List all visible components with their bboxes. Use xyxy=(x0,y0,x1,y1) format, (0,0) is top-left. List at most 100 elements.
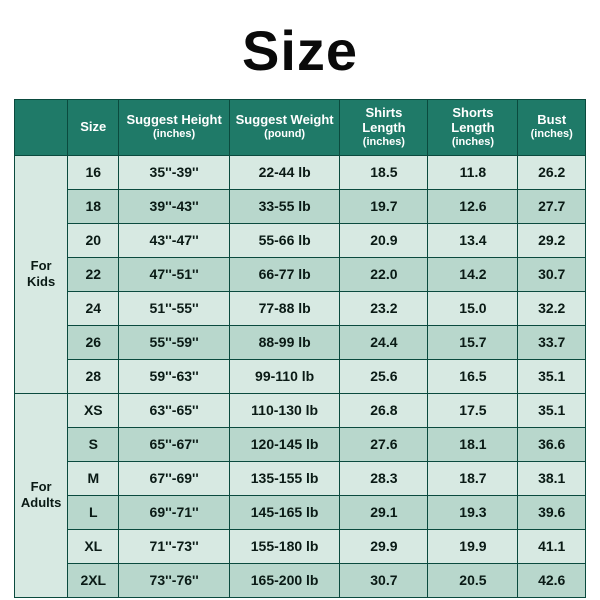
header-bust-sub: (inches) xyxy=(520,128,583,141)
cell-height: 51''-55'' xyxy=(119,291,230,325)
cell-size: 2XL xyxy=(68,563,119,597)
page-title: Size xyxy=(14,18,586,83)
cell-shorts-length: 14.2 xyxy=(428,257,518,291)
cell-shirts-length: 23.2 xyxy=(340,291,428,325)
cell-size: M xyxy=(68,461,119,495)
header-size: Size xyxy=(68,100,119,156)
cell-weight: 22-44 lb xyxy=(229,155,340,189)
cell-shirts-length: 27.6 xyxy=(340,427,428,461)
cell-height: 63''-65'' xyxy=(119,393,230,427)
header-height-main: Suggest Height xyxy=(121,113,227,128)
table-row: 2247''-51''66-77 lb22.014.230.7 xyxy=(15,257,586,291)
header-shirts-sub: (inches) xyxy=(342,136,425,149)
cell-shirts-length: 18.5 xyxy=(340,155,428,189)
cell-shirts-length: 28.3 xyxy=(340,461,428,495)
header-size-label: Size xyxy=(70,120,116,135)
cell-height: 35''-39'' xyxy=(119,155,230,189)
header-weight-main: Suggest Weight xyxy=(232,113,338,128)
cell-shorts-length: 11.8 xyxy=(428,155,518,189)
header-shirts: Shirts Length (inches) xyxy=(340,100,428,156)
size-table-head: Size Suggest Height (inches) Suggest Wei… xyxy=(15,100,586,156)
header-height-sub: (inches) xyxy=(121,128,227,141)
cell-bust: 36.6 xyxy=(518,427,586,461)
cell-weight: 120-145 lb xyxy=(229,427,340,461)
cell-height: 43''-47'' xyxy=(119,223,230,257)
cell-bust: 38.1 xyxy=(518,461,586,495)
cell-shirts-length: 20.9 xyxy=(340,223,428,257)
cell-shirts-length: 19.7 xyxy=(340,189,428,223)
cell-shorts-length: 19.9 xyxy=(428,529,518,563)
header-shirts-main: Shirts Length xyxy=(342,106,425,136)
cell-bust: 29.2 xyxy=(518,223,586,257)
cell-size: 28 xyxy=(68,359,119,393)
cell-shirts-length: 29.1 xyxy=(340,495,428,529)
cell-bust: 30.7 xyxy=(518,257,586,291)
cell-bust: 26.2 xyxy=(518,155,586,189)
cell-shirts-length: 25.6 xyxy=(340,359,428,393)
cell-shirts-length: 24.4 xyxy=(340,325,428,359)
header-weight: Suggest Weight (pound) xyxy=(229,100,340,156)
cell-weight: 135-155 lb xyxy=(229,461,340,495)
cell-height: 59''-63'' xyxy=(119,359,230,393)
cell-shorts-length: 20.5 xyxy=(428,563,518,597)
cell-size: XS xyxy=(68,393,119,427)
cell-bust: 41.1 xyxy=(518,529,586,563)
cell-bust: 35.1 xyxy=(518,359,586,393)
header-shorts: Shorts Length (inches) xyxy=(428,100,518,156)
table-row: 2XL73''-76''165-200 lb30.720.542.6 xyxy=(15,563,586,597)
cell-bust: 39.6 xyxy=(518,495,586,529)
table-row: 2655''-59''88-99 lb24.415.733.7 xyxy=(15,325,586,359)
cell-weight: 33-55 lb xyxy=(229,189,340,223)
header-group xyxy=(15,100,68,156)
cell-shirts-length: 29.9 xyxy=(340,529,428,563)
table-row: ForKids1635''-39''22-44 lb18.511.826.2 xyxy=(15,155,586,189)
cell-height: 69''-71'' xyxy=(119,495,230,529)
cell-weight: 110-130 lb xyxy=(229,393,340,427)
cell-shorts-length: 12.6 xyxy=(428,189,518,223)
cell-shorts-length: 15.7 xyxy=(428,325,518,359)
table-row: 1839''-43''33-55 lb19.712.627.7 xyxy=(15,189,586,223)
table-row: 2043''-47''55-66 lb20.913.429.2 xyxy=(15,223,586,257)
cell-height: 71''-73'' xyxy=(119,529,230,563)
table-row: XL71''-73''155-180 lb29.919.941.1 xyxy=(15,529,586,563)
cell-weight: 155-180 lb xyxy=(229,529,340,563)
table-row: M67''-69''135-155 lb28.318.738.1 xyxy=(15,461,586,495)
cell-weight: 66-77 lb xyxy=(229,257,340,291)
cell-height: 39''-43'' xyxy=(119,189,230,223)
cell-size: XL xyxy=(68,529,119,563)
cell-height: 65''-67'' xyxy=(119,427,230,461)
group-label: ForKids xyxy=(15,155,68,393)
cell-size: 16 xyxy=(68,155,119,189)
cell-height: 47''-51'' xyxy=(119,257,230,291)
cell-size: 22 xyxy=(68,257,119,291)
cell-shorts-length: 17.5 xyxy=(428,393,518,427)
cell-size: 26 xyxy=(68,325,119,359)
cell-shorts-length: 15.0 xyxy=(428,291,518,325)
cell-height: 55''-59'' xyxy=(119,325,230,359)
cell-weight: 77-88 lb xyxy=(229,291,340,325)
cell-height: 73''-76'' xyxy=(119,563,230,597)
table-row: 2859''-63''99-110 lb25.616.535.1 xyxy=(15,359,586,393)
header-weight-sub: (pound) xyxy=(232,128,338,141)
size-table: Size Suggest Height (inches) Suggest Wei… xyxy=(14,99,586,598)
header-shorts-main: Shorts Length xyxy=(430,106,515,136)
size-table-body: ForKids1635''-39''22-44 lb18.511.826.218… xyxy=(15,155,586,597)
cell-shorts-length: 16.5 xyxy=(428,359,518,393)
cell-size: 24 xyxy=(68,291,119,325)
table-row: ForAdultsXS63''-65''110-130 lb26.817.535… xyxy=(15,393,586,427)
cell-shirts-length: 26.8 xyxy=(340,393,428,427)
cell-bust: 35.1 xyxy=(518,393,586,427)
header-shorts-sub: (inches) xyxy=(430,136,515,149)
cell-weight: 165-200 lb xyxy=(229,563,340,597)
table-row: 2451''-55''77-88 lb23.215.032.2 xyxy=(15,291,586,325)
cell-shirts-length: 22.0 xyxy=(340,257,428,291)
table-row: L69''-71''145-165 lb29.119.339.6 xyxy=(15,495,586,529)
cell-size: 18 xyxy=(68,189,119,223)
cell-weight: 145-165 lb xyxy=(229,495,340,529)
size-chart-page: Size Size Suggest Height (inches) xyxy=(0,0,600,600)
cell-size: 20 xyxy=(68,223,119,257)
cell-shorts-length: 13.4 xyxy=(428,223,518,257)
table-row: S65''-67''120-145 lb27.618.136.6 xyxy=(15,427,586,461)
cell-bust: 42.6 xyxy=(518,563,586,597)
cell-shorts-length: 18.7 xyxy=(428,461,518,495)
